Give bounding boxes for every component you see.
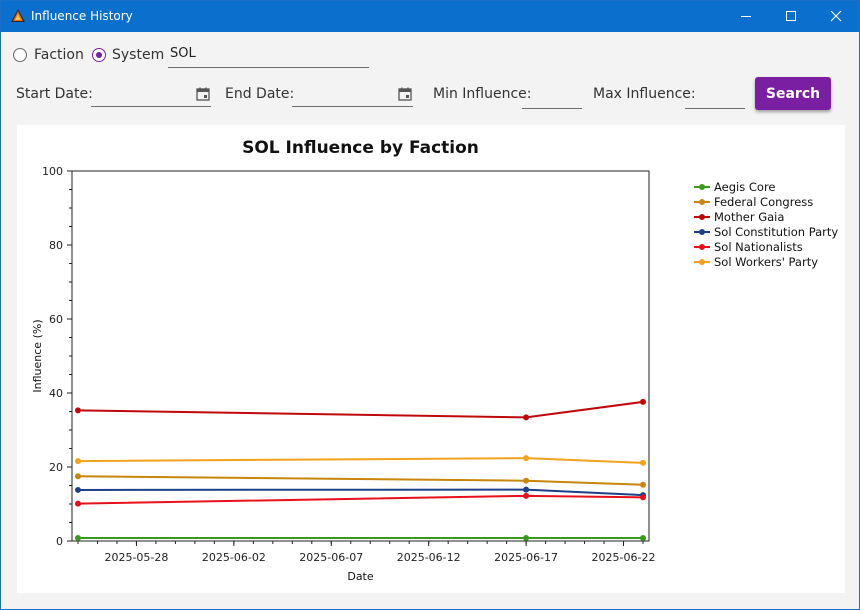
end-date-label: End Date: (225, 86, 295, 102)
maximize-button[interactable] (768, 1, 814, 32)
legend-label: Federal Congress (714, 195, 813, 209)
title-bar: Influence History (1, 1, 859, 32)
y-tick-label: 60 (49, 313, 63, 326)
legend-marker (699, 184, 705, 190)
max-influence-underline (685, 108, 745, 109)
legend-marker (699, 229, 705, 235)
x-tick-label: 2025-06-12 (397, 551, 461, 564)
minimize-icon (740, 16, 751, 17)
legend-label: Sol Constitution Party (714, 225, 838, 239)
system-radio-label: System (112, 47, 165, 63)
data-point (640, 535, 646, 542)
data-point (640, 494, 646, 501)
data-point (75, 486, 81, 493)
minimize-button[interactable] (723, 1, 769, 32)
data-point (523, 414, 530, 421)
legend-marker (699, 259, 705, 265)
start-date-underline (91, 106, 211, 107)
series-line (77, 488, 644, 497)
data-point (523, 535, 530, 542)
start-date-label: Start Date: (16, 86, 93, 102)
calendar-icon[interactable] (196, 87, 210, 101)
system-input[interactable]: SOL (170, 46, 196, 61)
data-point (523, 455, 530, 462)
search-button[interactable]: Search (755, 77, 831, 110)
y-tick-label: 40 (49, 387, 63, 400)
system-input-underline (168, 67, 369, 68)
calendar-icon[interactable] (398, 87, 412, 101)
series-line (77, 457, 644, 464)
chart-panel: SOL Influence by Faction 0 20 40 60 80 100 2025… (17, 125, 845, 593)
data-point (75, 407, 81, 414)
plot-area-frame (71, 170, 650, 542)
x-tick-label: 2025-05-28 (104, 551, 168, 564)
close-icon (830, 11, 841, 22)
data-point (640, 398, 646, 405)
y-tick-label: 100 (42, 165, 63, 178)
series-line (77, 494, 644, 505)
end-date-underline (292, 106, 413, 107)
window-title: Influence History (31, 9, 133, 23)
data-point (75, 473, 81, 480)
app-pyramid-icon (11, 9, 25, 22)
legend-marker (699, 244, 705, 250)
system-radio[interactable] (92, 48, 106, 62)
legend-marker (699, 214, 705, 220)
maximize-icon (785, 11, 796, 21)
data-point (523, 477, 530, 484)
legend-label: Aegis Core (714, 180, 776, 194)
y-tick-label: 20 (49, 461, 63, 474)
chart-title: SOL Influence by Faction (242, 138, 479, 158)
x-tick-label: 2025-06-02 (202, 551, 266, 564)
legend-label: Sol Workers' Party (714, 255, 818, 269)
data-point (523, 492, 530, 499)
min-influence-label: Min Influence: (433, 86, 532, 102)
data-point (75, 458, 81, 465)
x-tick-label: 2025-06-07 (299, 551, 363, 564)
legend-marker (699, 199, 705, 205)
data-point (640, 459, 646, 466)
y-tick-label: 0 (56, 535, 63, 548)
close-button[interactable] (813, 1, 859, 32)
faction-radio-label: Faction (34, 47, 84, 63)
legend-label: Mother Gaia (714, 210, 784, 224)
y-tick-label: 80 (49, 239, 63, 252)
y-axis-label: Influence (%) (31, 319, 44, 392)
x-axis-label: Date (347, 570, 374, 583)
x-tick-label: 2025-06-22 (592, 551, 656, 564)
legend-label: Sol Nationalists (714, 240, 803, 254)
influence-line-chart: SOL Influence by Faction 0 20 40 60 80 100 2025… (31, 138, 838, 583)
min-influence-underline (522, 108, 582, 109)
x-tick-label: 2025-06-17 (494, 551, 558, 564)
max-influence-label: Max Influence: (593, 86, 696, 102)
data-point (640, 481, 646, 488)
data-point (75, 500, 81, 507)
data-point (75, 535, 81, 542)
series-line (77, 475, 644, 486)
faction-radio[interactable] (13, 48, 27, 62)
series-line (77, 400, 644, 419)
data-point (523, 486, 530, 493)
